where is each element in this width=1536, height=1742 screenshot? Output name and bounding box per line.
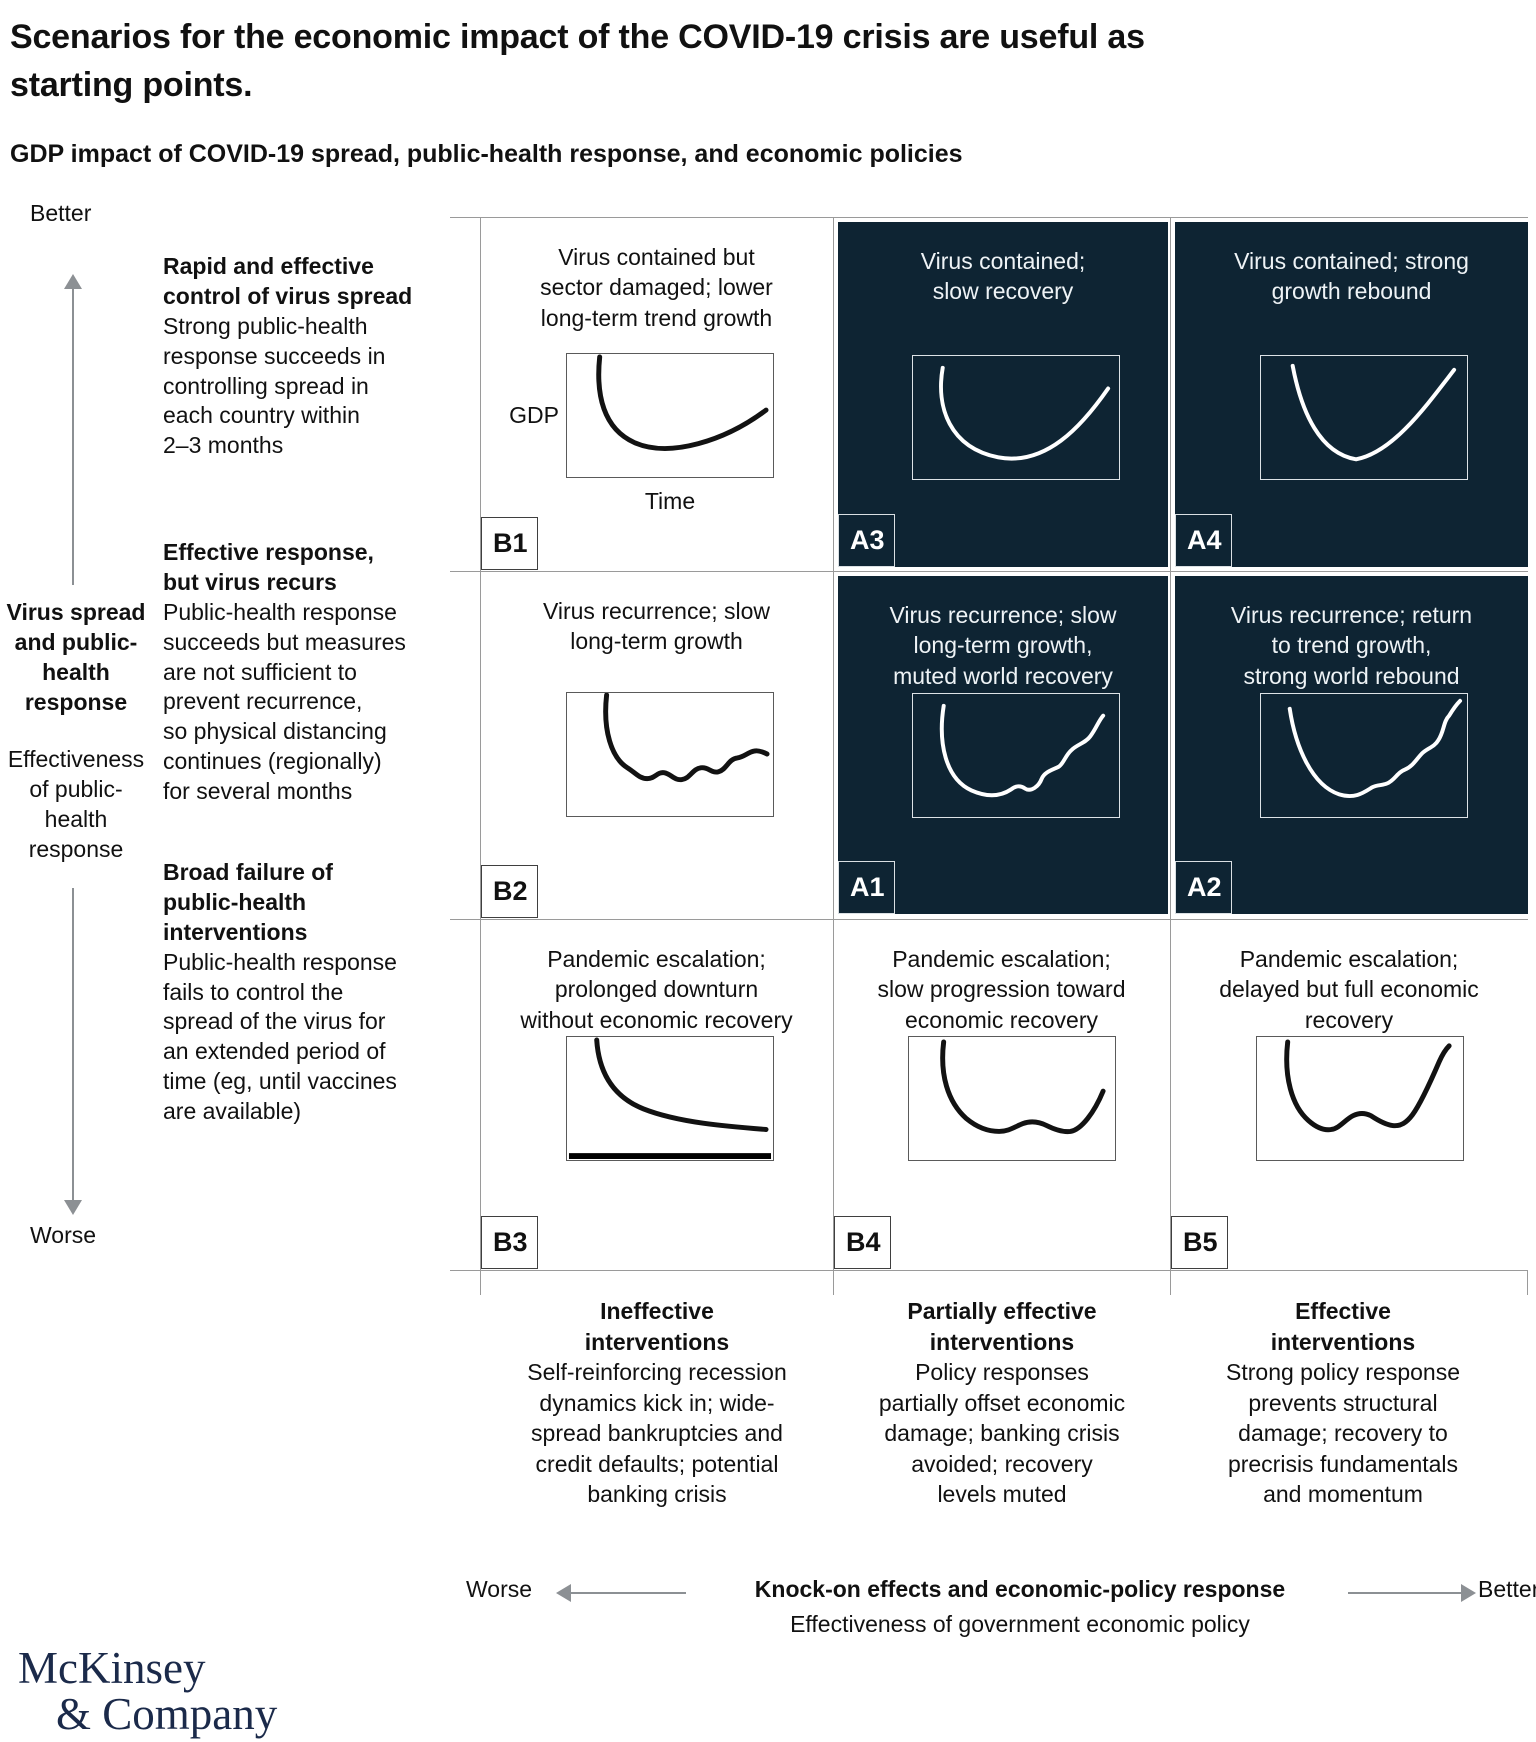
gdp-curve	[1284, 1039, 1452, 1133]
gdp-mini-chart	[1260, 693, 1468, 818]
x-axis-better-label: Better	[1478, 1576, 1536, 1602]
gdp-mini-chart	[566, 692, 774, 817]
gdp-mini-chart	[566, 1036, 774, 1161]
cell-heading: Virus recurrence; slow long-term growth	[542, 598, 771, 655]
cell-B5: Pandemic escalation; delayed but full ec…	[1171, 920, 1527, 1269]
logo-line-2: & Company	[56, 1688, 278, 1739]
gdp-mini-chart	[912, 355, 1120, 480]
grid-line-col1	[833, 217, 834, 1295]
scenario-tag-A3: A3	[838, 514, 895, 567]
time-axis-label: Time	[644, 488, 696, 514]
gdp-mini-chart	[908, 1036, 1116, 1161]
gdp-curve	[939, 703, 1106, 798]
scenario-tag-A2: A2	[1175, 861, 1232, 914]
gdp-mini-chart	[1260, 355, 1468, 480]
cell-A1: Virus recurrence; slow long-term growth,…	[838, 576, 1168, 914]
scenario-tag-B2: B2	[481, 865, 538, 918]
cell-A2: Virus recurrence; return to trend growth…	[1175, 576, 1528, 914]
cell-A3: Virus contained; slow recovery A3	[838, 222, 1168, 567]
grid-line-row2	[450, 919, 1528, 920]
x-axis-worse-label: Worse	[466, 1576, 533, 1602]
scenario-tag-B5: B5	[1171, 1216, 1228, 1269]
x-axis-subtitle: Effectiveness of government economic pol…	[790, 1611, 1250, 1637]
gdp-mini-chart	[566, 353, 774, 478]
cell-heading: Pandemic escalation; slow progression to…	[877, 946, 1126, 1033]
gdp-curve	[940, 1039, 1106, 1135]
cell-B3: Pandemic escalation; prolonged downturn …	[481, 920, 832, 1269]
x-axis-shaft-right	[1348, 1592, 1462, 1594]
grid-line-col2	[1170, 217, 1171, 1295]
grid-line-col-left	[480, 217, 481, 1295]
column-label-2: Partially effective interventions Policy…	[806, 1296, 1198, 1510]
cell-B2: Virus recurrence; slow long-term growth …	[481, 572, 832, 918]
x-axis-title: Knock-on effects and economic-policy res…	[754, 1576, 1286, 1602]
arrow-left-icon	[556, 1584, 571, 1602]
column-description: Self-reinforcing recession dynamics kick…	[527, 1359, 787, 1508]
arrow-up-icon	[64, 274, 82, 289]
arrow-right-icon	[1461, 1584, 1476, 1602]
y-axis-shaft-upper	[72, 289, 74, 585]
grid-line-row1	[450, 571, 1528, 572]
cell-B1: Virus contained but sector damaged; lowe…	[481, 218, 832, 570]
row-description: Strong public-health response succeeds i…	[163, 312, 386, 459]
row-label-1: Rapid and effective control of virus spr…	[163, 252, 439, 461]
mckinsey-logo: McKinsey & Company	[18, 1643, 278, 1739]
cell-heading: Virus recurrence; return to trend growth…	[1230, 602, 1473, 689]
column-heading: Ineffective interventions	[584, 1298, 730, 1355]
gdp-mini-chart	[1256, 1036, 1464, 1161]
scenario-tag-B1: B1	[481, 517, 538, 570]
scenario-tag-B3: B3	[481, 1216, 538, 1269]
row-description: Public-health response fails to control …	[163, 948, 397, 1125]
gdp-curve	[594, 1037, 769, 1132]
y-axis-worse-label: Worse	[30, 1222, 97, 1248]
y-axis-title: Virus spread and public- health response	[6, 599, 146, 715]
cell-heading: Virus contained but sector damaged; lowe…	[540, 244, 773, 331]
y-axis-subtitle: Effectiveness of public- health response	[7, 746, 145, 862]
column-label-1: Ineffective interventions Self-reinforci…	[461, 1296, 853, 1510]
y-axis-better-label: Better	[30, 200, 92, 226]
row-label-3: Broad failure of public-health intervent…	[163, 858, 439, 1127]
page-subtitle: GDP impact of COVID-19 spread, public-he…	[10, 140, 963, 168]
gdp-curve	[1287, 698, 1463, 799]
cell-A4: Virus contained; strong growth rebound A…	[1175, 222, 1528, 567]
logo-line-1: McKinsey	[18, 1643, 206, 1693]
y-axis-shaft-lower	[72, 888, 74, 1200]
row-heading: Effective response, but virus recurs	[163, 539, 374, 595]
grid-tick-right	[1527, 1270, 1528, 1295]
row-description: Public-health response succeeds but meas…	[163, 598, 406, 805]
gdp-axis-label: GDP	[509, 402, 559, 428]
gdp-curve	[1290, 363, 1457, 462]
grid-line-top	[450, 217, 1528, 218]
scenario-tag-A1: A1	[838, 861, 895, 914]
gdp-mini-chart	[912, 693, 1120, 818]
gdp-curve	[939, 365, 1111, 461]
row-heading: Broad failure of public-health intervent…	[163, 859, 333, 945]
column-description: Policy responses partially offset econom…	[878, 1359, 1126, 1508]
column-heading: Partially effective interventions	[907, 1298, 1097, 1355]
column-label-3: Effective interventions Strong policy re…	[1150, 1296, 1536, 1510]
scenario-tag-B4: B4	[834, 1216, 891, 1269]
cell-B4: Pandemic escalation; slow progression to…	[834, 920, 1169, 1269]
page-title: Scenarios for the economic impact of the…	[10, 18, 1145, 104]
row-label-2: Effective response, but virus recurs Pub…	[163, 538, 439, 807]
row-heading: Rapid and effective control of virus spr…	[163, 253, 413, 309]
column-description: Strong policy response prevents structur…	[1226, 1359, 1460, 1508]
arrow-down-icon	[64, 1200, 82, 1215]
column-heading: Effective interventions	[1270, 1298, 1416, 1355]
x-axis-shaft-left	[570, 1592, 686, 1594]
cell-heading: Virus contained; slow recovery	[920, 248, 1086, 305]
scenario-tag-A4: A4	[1175, 514, 1232, 567]
cell-heading: Pandemic escalation; delayed but full ec…	[1219, 946, 1479, 1033]
gdp-curve	[596, 354, 769, 451]
cell-heading: Pandemic escalation; prolonged downturn …	[520, 946, 793, 1033]
cell-heading: Virus recurrence; slow long-term growth,…	[889, 602, 1117, 689]
gdp-curve	[603, 693, 770, 783]
grid-line-bottom	[450, 1270, 1528, 1271]
cell-heading: Virus contained; strong growth rebound	[1234, 248, 1469, 305]
